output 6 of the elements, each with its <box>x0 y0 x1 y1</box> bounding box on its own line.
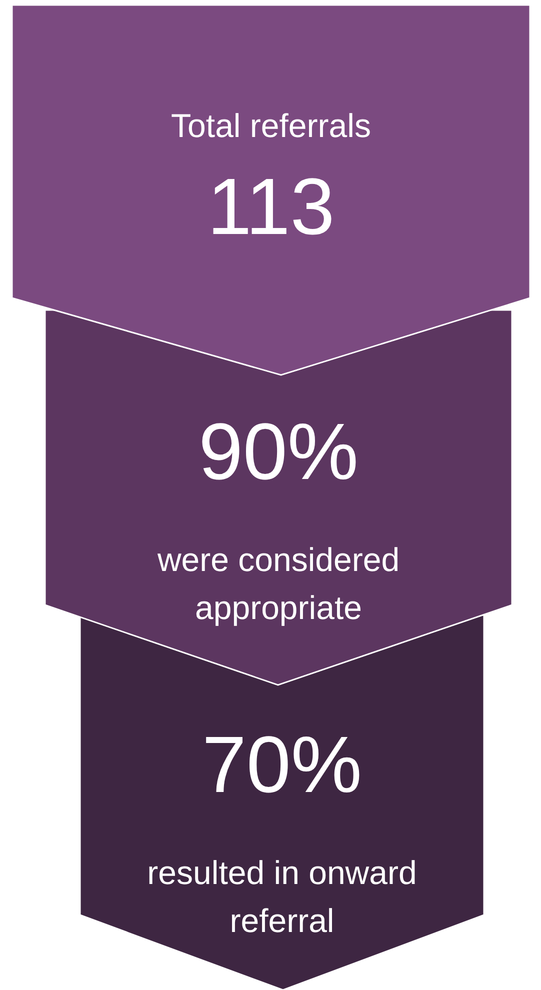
category-label: Total referrals <box>171 107 371 144</box>
data-label: 90% <box>198 407 359 496</box>
data-label: 70% <box>202 720 362 809</box>
category-label: were considered appropriate <box>156 541 400 626</box>
category-label: resulted in onward referral <box>147 854 417 939</box>
data-label: 113 <box>207 162 335 251</box>
